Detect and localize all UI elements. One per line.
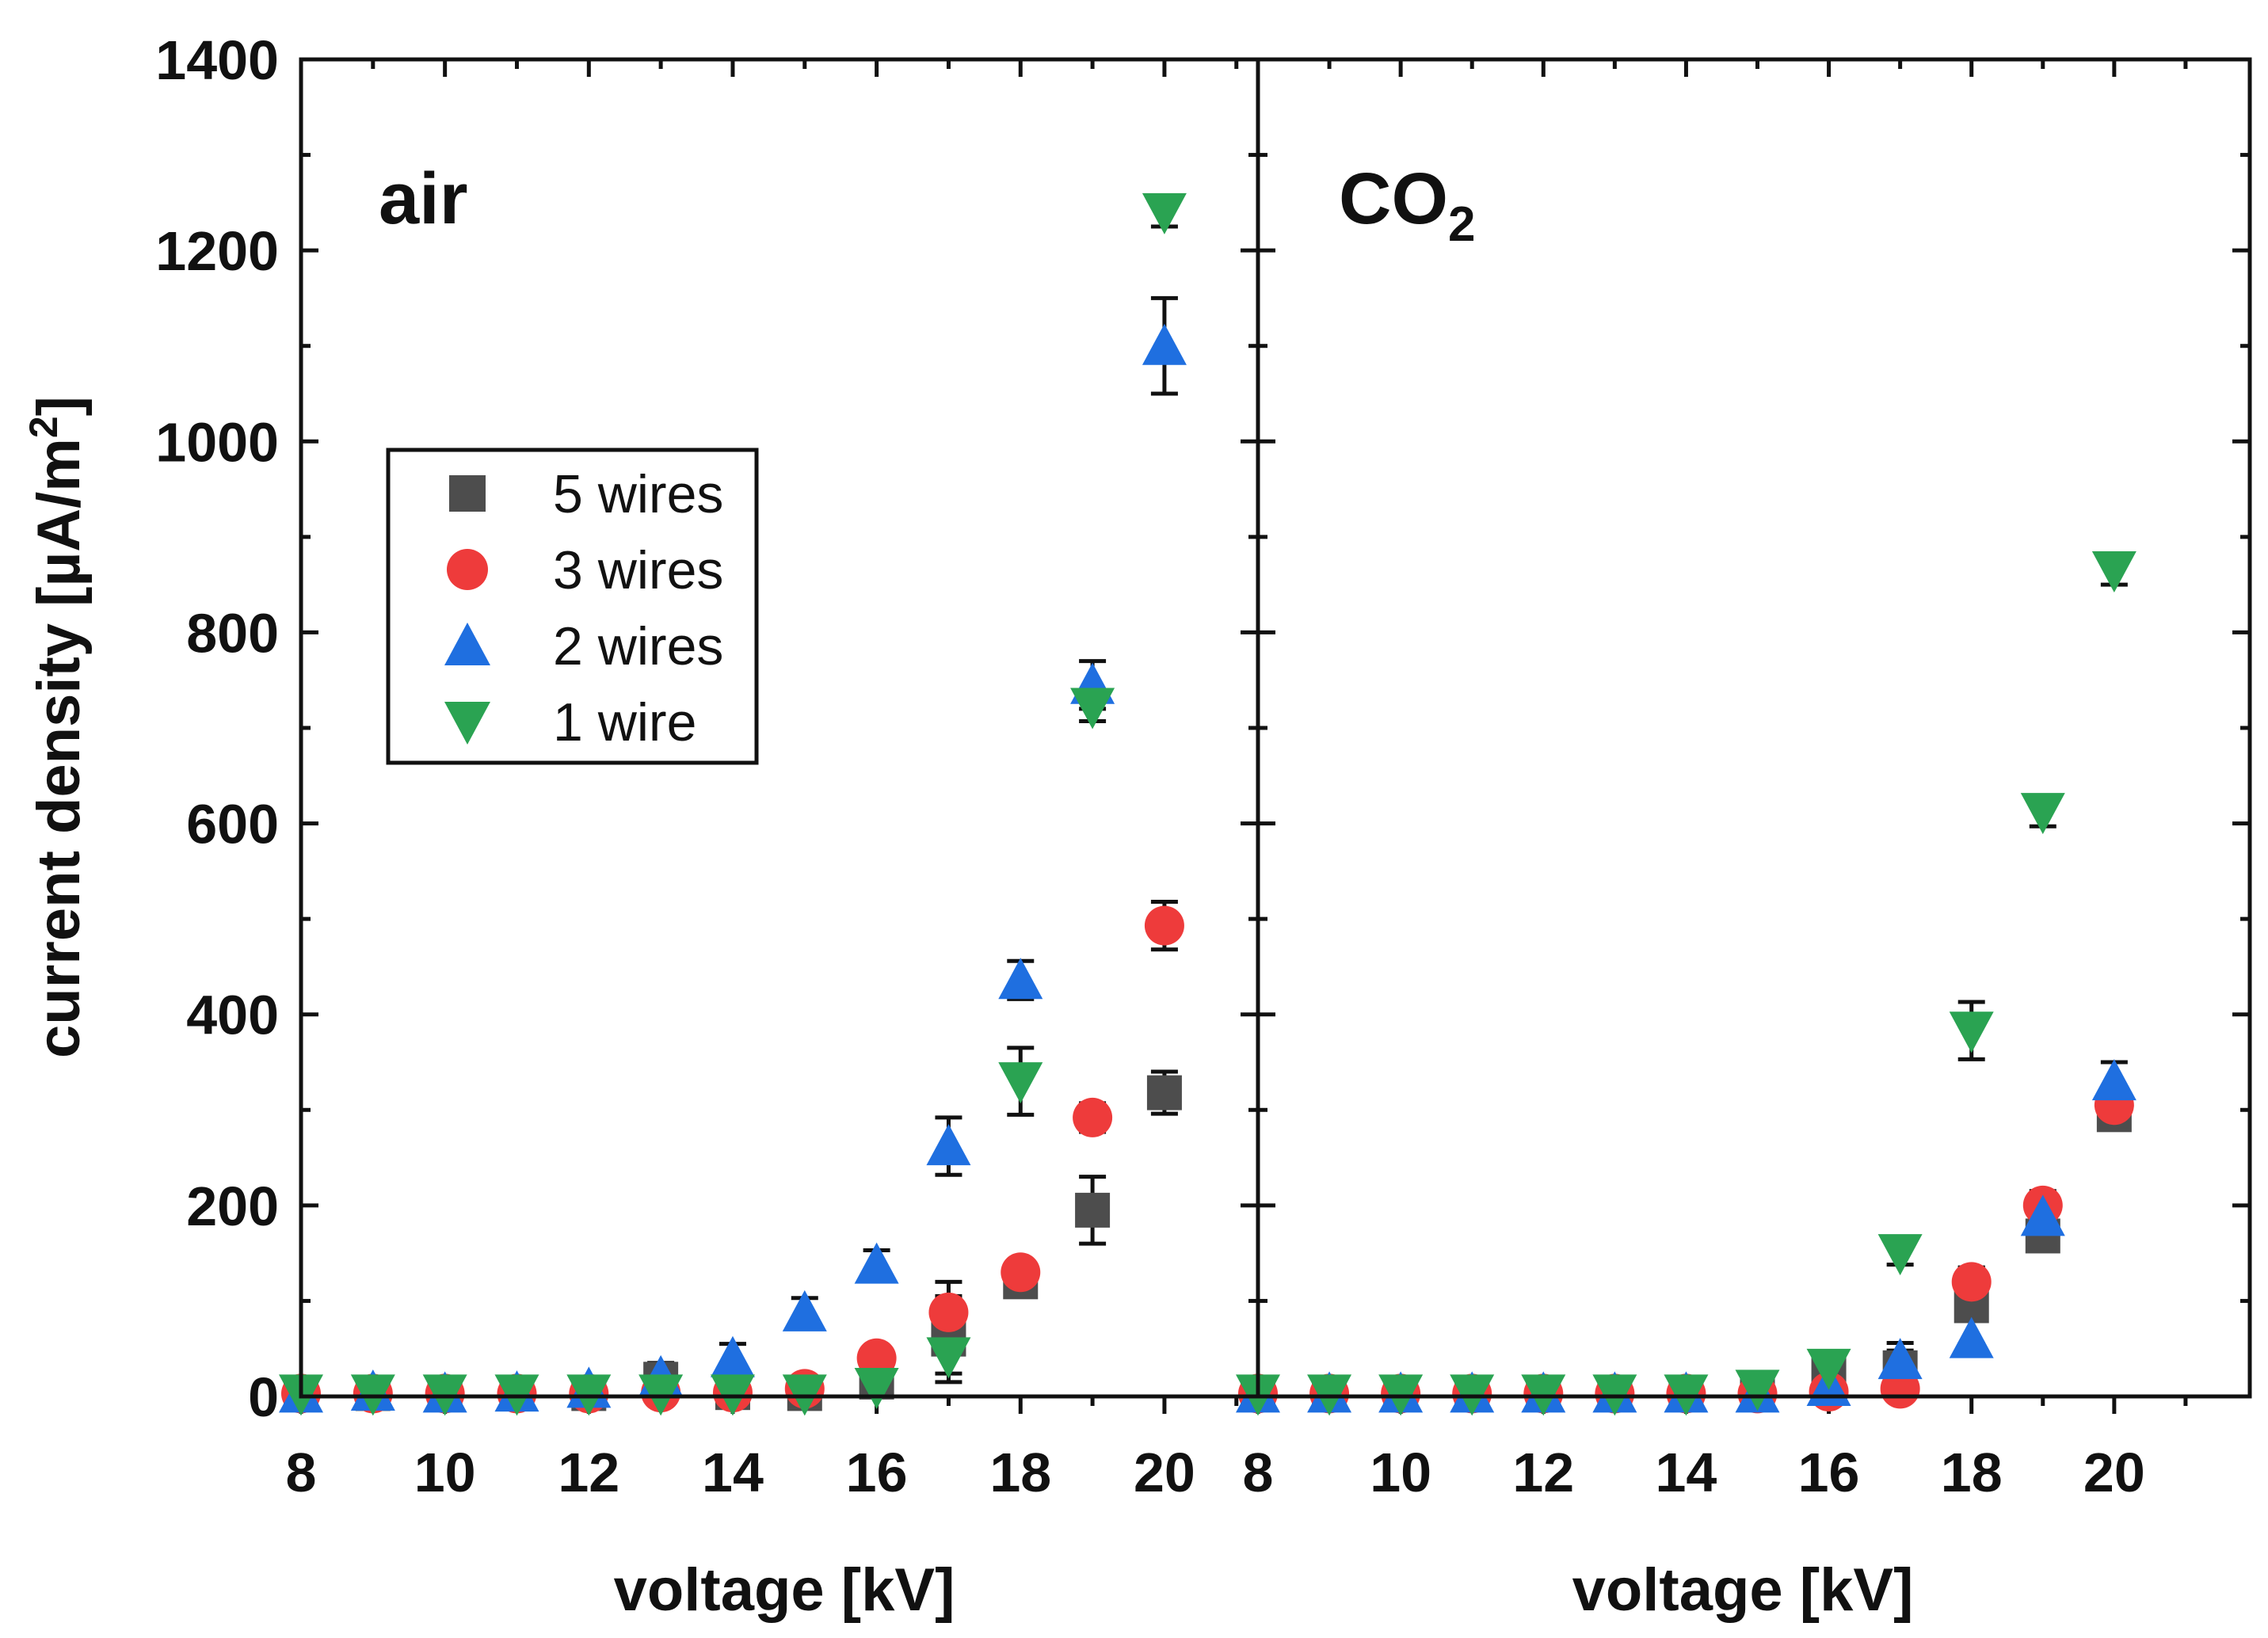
x-tick-label: 18 [1941,1442,2003,1503]
data-point-air-1-wire [1070,688,1115,729]
data-point-co2-1-wire [1877,1234,1923,1276]
data-point-air-2-wires [710,1335,755,1377]
y-tick-labels: 0 200 400 600 800 1000 1200 1400 [155,29,279,1428]
data-point-air-2-wires [854,1242,899,1284]
data-point-air-5-wires [1075,1192,1111,1228]
x-tick-label: 16 [846,1442,908,1503]
data-point-co2-1-wire [1735,1369,1780,1411]
data-point-air-2-wires [998,958,1043,1000]
data-point-air-5-wires [1146,1075,1182,1110]
legend-marker-2-wires [444,623,490,665]
data-point-co2-1-wire [1949,1011,1994,1053]
x-tick-label: 16 [1798,1442,1860,1503]
legend-label-1-wire: 1 wire [553,692,696,752]
data-point-air-2-wires [782,1289,827,1331]
x-tick-label: 18 [989,1442,1051,1503]
data-point-air-2-wires [926,1124,971,1166]
data-point-co2-2-wires [1877,1338,1923,1380]
y-tick-label: 1000 [155,411,279,473]
data-point-co2-1-wire [2091,551,2136,593]
panel-co2: 8 10 12 14 16 18 20 CO2 voltage [kV] [1236,57,2250,1624]
y-tick-label: 1200 [155,220,279,282]
legend-marker-5-wires [449,475,486,512]
panel-co2-x-axis-title: voltage [kV] [1572,1556,1914,1624]
x-tick-label: 14 [1655,1442,1717,1503]
panel-air: 8 10 12 14 16 18 20 air voltage [kV] [279,57,1258,1624]
x-tick-label: 10 [414,1442,476,1503]
x-tick-label: 14 [702,1442,764,1503]
y-tick-label: 200 [186,1175,279,1237]
y-tick-label: 0 [248,1366,279,1428]
x-tick-label: 20 [1134,1442,1195,1503]
panel-co2-label-subscript: 2 [1448,197,1475,252]
data-point-co2-1-wire [2020,793,2065,835]
data-point-co2-2-wires [2020,1194,2065,1236]
data-point-air-1-wire [1142,192,1187,234]
data-point-co2-2-wires [1949,1316,1994,1358]
legend-marker-3-wires [447,549,488,590]
y-axis-title-main: current density [µA/m [25,438,93,1058]
data-point-air-1-wire [854,1367,899,1409]
legend-label-5-wires: 5 wires [553,464,723,524]
data-point-co2-1-wire [1806,1348,1851,1390]
data-point-air-3-wires [1001,1252,1041,1293]
panel-air-label: air [379,158,468,239]
data-point-air-2-wires [1142,323,1187,365]
panel-co2-frame [1256,57,2252,1399]
panel-co2-label: CO2 [1339,158,1475,252]
x-tick-label: 12 [558,1442,619,1503]
legend-label-2-wires: 2 wires [553,616,723,676]
y-tick-label: 1400 [155,29,279,91]
x-tick-label: 20 [2083,1442,2145,1503]
x-tick-label: 8 [286,1442,317,1503]
data-point-air-3-wires [928,1292,969,1332]
data-point-air-3-wires [1073,1097,1113,1137]
data-point-co2-3-wires [1951,1262,1992,1302]
legend-marker-1-wire [444,702,490,745]
legend-label-3-wires: 3 wires [553,540,723,600]
panel-co2-label-main: CO [1339,158,1448,239]
x-tick-label: 8 [1243,1442,1274,1503]
data-point-air-1-wire [998,1062,1043,1104]
panel-air-x-axis-title: voltage [kV] [614,1556,955,1624]
x-tick-label: 10 [1370,1442,1431,1503]
y-tick-label: 400 [186,985,279,1046]
x-tick-label: 12 [1512,1442,1574,1503]
y-axis-title-superscript: 2 [21,416,66,438]
y-tick-label: 600 [186,794,279,855]
y-axis-title: current density [µA/m2] [21,396,93,1058]
data-point-co2-2-wires [2091,1059,2136,1101]
y-axis-title-end: ] [25,396,93,416]
data-point-air-3-wires [1144,905,1184,946]
y-tick-label: 800 [186,602,279,664]
data-point-air-1-wire [926,1337,971,1379]
legend: 5 wires 3 wires 2 wires 1 wire [386,448,759,765]
